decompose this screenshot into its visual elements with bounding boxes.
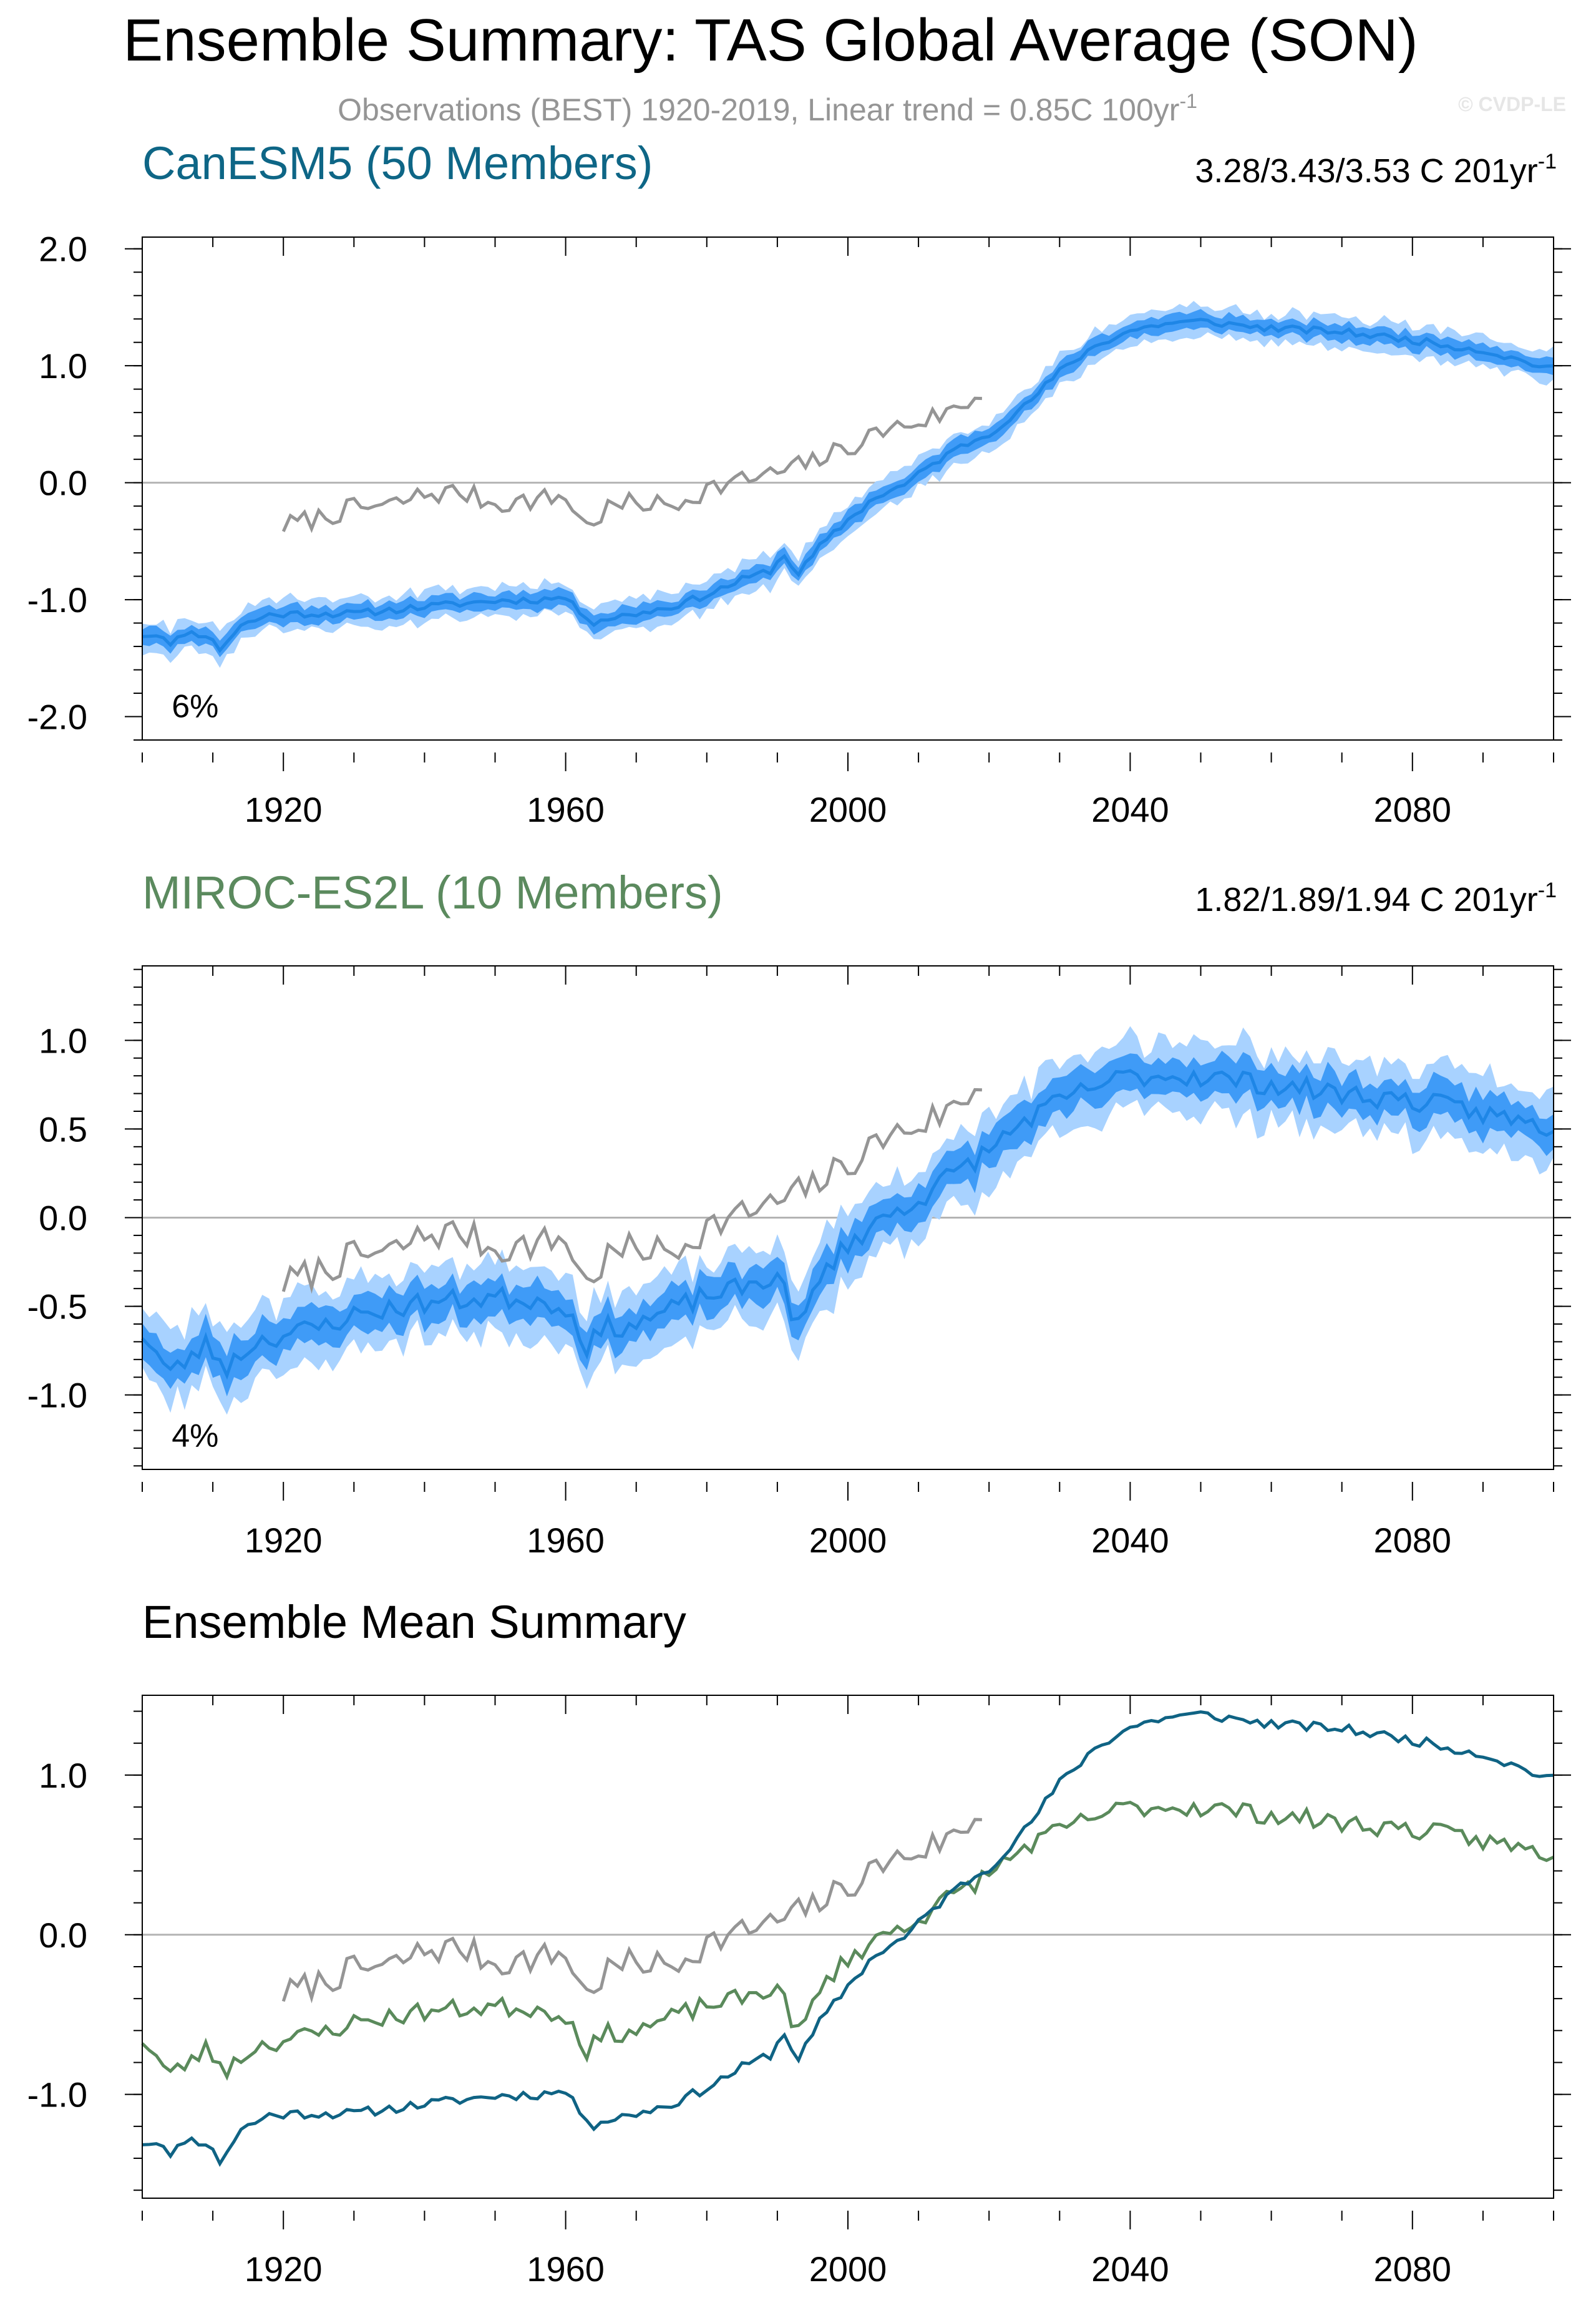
mean-summary-x-tick-label: 2000 [809,2249,887,2289]
miroc-x-tick-label: 2040 [1091,1521,1169,1560]
miroc-trend-exp: -1 [1538,879,1557,902]
mean-summary-plot-frame [142,1695,1554,2199]
canesm5-plot-frame [142,236,1554,741]
miroc-x-tick-label: 2000 [809,1521,887,1560]
observations-subtitle-exp: -1 [1179,90,1197,112]
canesm5-percent-label: 6% [172,689,218,725]
observations-subtitle: Observations (BEST) 1920-2019, Linear tr… [338,90,1197,127]
canesm5-trend-main: 3.28/3.43/3.53 C 201yr [1195,152,1537,190]
miroc-spread-band [142,1026,1554,1415]
miroc-trend-main: 1.82/1.89/1.94 C 201yr [1195,881,1537,918]
miroc-trend-label: 1.82/1.89/1.94 C 201yr-1 [1195,879,1557,918]
miroc-y-tick-label: 0.5 [39,1109,87,1149]
miroc-iqr-band [142,1051,1554,1396]
panel-miroc: MIROC-ES2L (10 Members) 1.82/1.89/1.94 C … [27,867,1571,1560]
miroc-y-tick-label: -1.0 [27,1376,88,1415]
canesm5-x-tick-label: 2000 [809,790,887,829]
canesm5-y-tick-label: 2.0 [39,230,87,269]
canesm5-y-tick-label: -1.0 [27,580,88,620]
canesm5-x-tick-label: 1960 [527,790,605,829]
chart-panels: CanESM5 (50 Members) 3.28/3.43/3.53 C 201… [27,137,1571,2289]
mean-summary-title: Ensemble Mean Summary [142,1596,686,1648]
canesm5-observations-line [281,396,982,533]
miroc-mean-line [141,1800,1555,2081]
panel-canesm5: CanESM5 (50 Members) 3.28/3.43/3.53 C 201… [27,137,1571,829]
canesm5-y-tick-label: 1.0 [39,346,87,386]
miroc-y-tick-label: -0.5 [27,1287,88,1327]
canesm5-y-tick-label: 0.0 [39,464,87,503]
mean-summary-y-tick-label: 0.0 [39,1916,87,1955]
canesm5-y-tick-label: -2.0 [27,698,88,737]
canesm5-x-tick-label: 1920 [245,790,323,829]
miroc-x-tick-label: 2080 [1374,1521,1452,1560]
mean-summary-y-tick-label: -1.0 [27,2075,88,2115]
canesm5-title: CanESM5 (50 Members) [142,137,653,189]
miroc-x-tick-label: 1960 [527,1521,605,1560]
miroc-y-tick-label: 0.0 [39,1199,87,1238]
figure-title: Ensemble Summary: TAS Global Average (SO… [123,7,1418,74]
miroc-x-tick-label: 1920 [245,1521,323,1560]
miroc-ensemble-mean-line [141,1069,1555,1380]
canesm5-trend-label: 3.28/3.43/3.53 C 201yr-1 [1195,150,1557,190]
panel-mean-summary: Ensemble Mean Summary 1920 1960 2000 2040 208… [27,1596,1571,2289]
canesm5-x-tick-label: 2080 [1374,790,1452,829]
canesm5-ensemble-mean-line [142,318,1554,653]
canesm5-x-tick-label: 2040 [1091,790,1169,829]
mean-summary-x-tick-label: 1960 [527,2249,605,2289]
observations-line [281,1818,982,2004]
miroc-observations-line [281,1088,982,1294]
mean-summary-x-tick-label: 2080 [1374,2249,1452,2289]
canesm5-mean-line [142,1710,1554,2167]
mean-summary-y-tick-label: 1.0 [39,1756,87,1795]
canesm5-trend-exp: -1 [1538,150,1557,173]
miroc-title: MIROC-ES2L (10 Members) [142,867,723,918]
mean-summary-x-tick-label: 1920 [245,2249,323,2289]
miroc-percent-label: 4% [172,1418,218,1454]
miroc-y-tick-label: 1.0 [39,1021,87,1060]
copyright-label: © CVDP-LE [1458,93,1566,115]
mean-summary-x-tick-label: 2040 [1091,2249,1169,2289]
observations-subtitle-main: Observations (BEST) 1920-2019, Linear tr… [338,92,1179,127]
